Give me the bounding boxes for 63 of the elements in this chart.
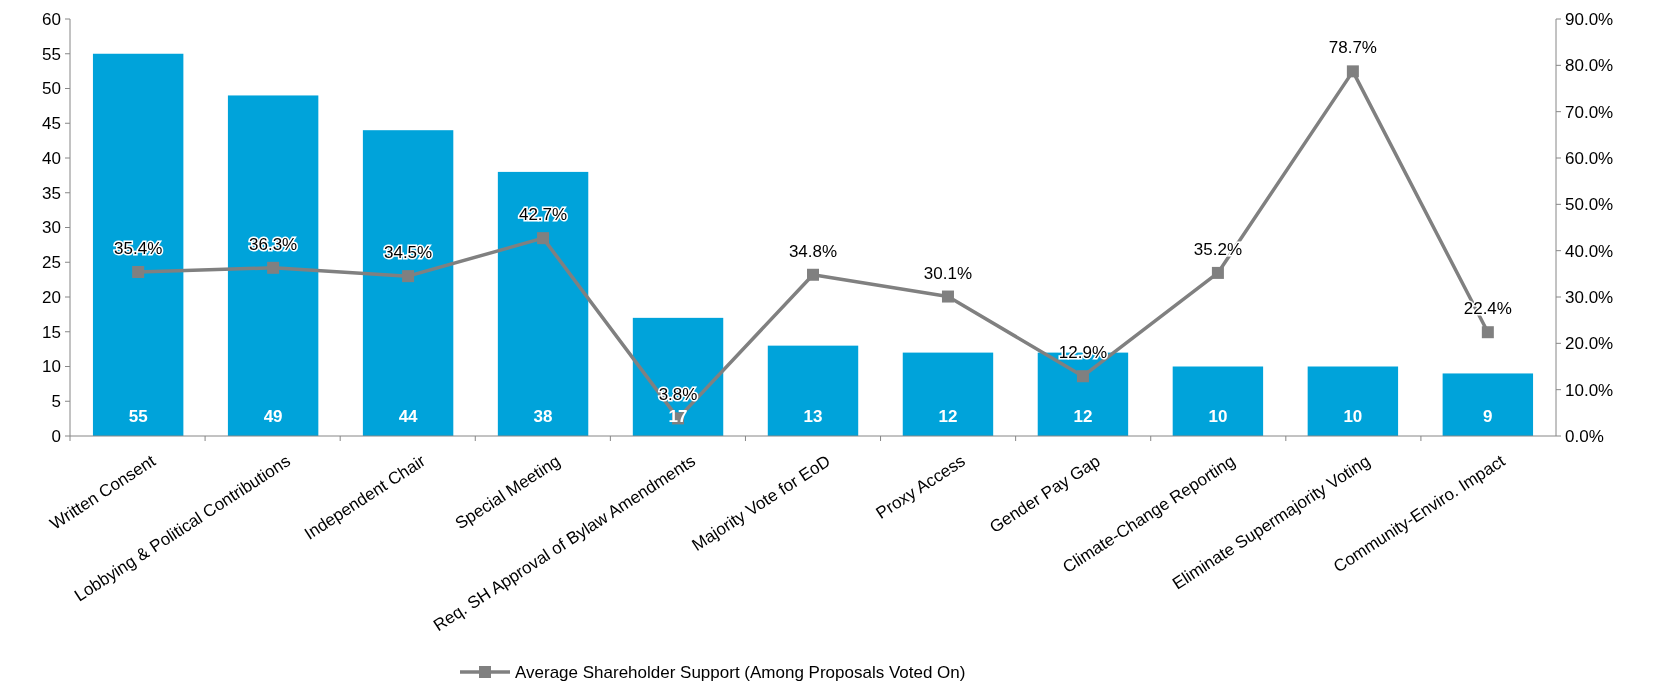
data-label: 9 xyxy=(1483,407,1493,426)
data-label: 34.8% xyxy=(788,241,838,261)
y-tick-label: 15 xyxy=(42,322,61,342)
y2-tick-label: 90.0% xyxy=(1565,9,1614,29)
point xyxy=(267,261,280,274)
point xyxy=(807,268,819,281)
data-label: 30.1% xyxy=(923,263,973,283)
data-label: 13 xyxy=(803,407,823,426)
data-label: 38 xyxy=(533,407,553,426)
data-label: 78.7% xyxy=(1328,38,1377,58)
bar xyxy=(767,345,859,436)
bar xyxy=(362,130,454,436)
y-tick-label: 55 xyxy=(42,44,61,64)
y-tick-label: 60 xyxy=(42,9,61,29)
data-label: 10 xyxy=(1208,407,1228,426)
data-label: 35.2% xyxy=(1193,239,1243,259)
point xyxy=(402,270,415,283)
y-tick-label: 5 xyxy=(51,392,61,412)
y2-tick-label: 80.0% xyxy=(1565,56,1614,76)
y-tick-label: 40 xyxy=(42,148,61,168)
point xyxy=(1076,370,1089,383)
y2-tick-label: 50.0% xyxy=(1565,195,1614,215)
point xyxy=(1346,65,1359,78)
point xyxy=(1211,266,1224,279)
y-tick-label: 35 xyxy=(42,183,61,203)
bar xyxy=(1442,373,1534,436)
bar xyxy=(497,171,589,436)
data-label: 42.7% xyxy=(518,205,568,225)
y-tick-label: 25 xyxy=(42,253,61,273)
bar xyxy=(902,352,994,436)
bar xyxy=(1307,366,1399,436)
y2-tick-label: 40.0% xyxy=(1565,241,1614,261)
y2-tick-label: 20.0% xyxy=(1565,334,1614,354)
legend-label: Average Shareholder Support (Among Proposals Voted On) xyxy=(515,662,966,682)
data-label: 10 xyxy=(1343,407,1363,426)
point xyxy=(537,232,550,245)
y-tick-label: 45 xyxy=(42,114,61,134)
y2-tick-label: 70.0% xyxy=(1565,102,1614,122)
y-tick-label: 20 xyxy=(42,287,61,307)
y-tick-label: 30 xyxy=(42,218,61,238)
y-tick-label: 0 xyxy=(51,426,61,446)
y2-tick-label: 0.0% xyxy=(1565,426,1604,446)
point xyxy=(132,265,145,278)
data-label: 35.4% xyxy=(114,238,163,258)
data-label: 49 xyxy=(263,407,283,426)
y-tick-label: 10 xyxy=(42,357,61,377)
data-label: 12 xyxy=(1073,407,1093,426)
data-label: 34.5% xyxy=(383,243,433,263)
y-tick-label: 50 xyxy=(42,79,61,99)
y2-tick-label: 60.0% xyxy=(1565,148,1614,168)
y2-tick-label: 10.0% xyxy=(1565,380,1614,400)
bar xyxy=(92,53,184,436)
data-label: 12 xyxy=(938,407,958,426)
bar xyxy=(227,95,319,436)
y2-tick-label: 30.0% xyxy=(1565,287,1614,307)
bar xyxy=(1172,366,1264,436)
point xyxy=(1481,326,1494,339)
data-label: 55 xyxy=(128,407,148,426)
bar xyxy=(632,317,724,436)
data-label: 44 xyxy=(398,407,419,426)
data-label: 22.4% xyxy=(1463,299,1512,319)
data-label: 36.3% xyxy=(249,234,298,254)
point xyxy=(941,290,954,303)
